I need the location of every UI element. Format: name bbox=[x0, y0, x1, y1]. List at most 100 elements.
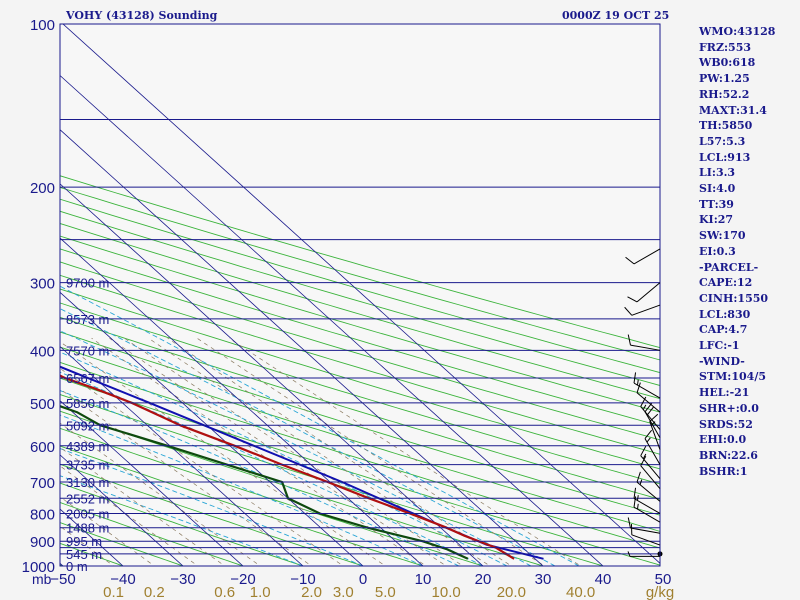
plot-area bbox=[60, 24, 660, 566]
isotherm bbox=[60, 74, 604, 566]
mixing-ratio-label: 3.0 bbox=[333, 584, 354, 600]
mixing-ratio-line bbox=[124, 337, 464, 566]
index-24: SHR+:0.0 bbox=[699, 401, 759, 415]
mixing-ratio-line bbox=[60, 367, 344, 566]
index-8: LCL:913 bbox=[699, 150, 751, 164]
pressure-label: 500 bbox=[30, 396, 55, 413]
isotherm bbox=[60, 345, 304, 566]
pressure-label: 200 bbox=[30, 180, 55, 197]
temperature-tick-label: 10 bbox=[415, 571, 432, 588]
mixing-ratio-line bbox=[109, 337, 447, 566]
dry-adiabat bbox=[60, 377, 660, 566]
height-label: 5850 m bbox=[66, 396, 109, 411]
mixing-ratio-line bbox=[60, 446, 226, 566]
mixing-ratio-label: 2.0 bbox=[301, 584, 322, 600]
index-3: PW:1.25 bbox=[699, 72, 750, 86]
height-label: 7570 m bbox=[66, 343, 109, 358]
pressure-label: 800 bbox=[30, 506, 55, 523]
dry-adiabat bbox=[60, 346, 660, 532]
mixing-ratio-line bbox=[167, 337, 512, 566]
mixing-ratio-label: 0.2 bbox=[144, 584, 165, 600]
index-18: LCL:830 bbox=[699, 307, 751, 321]
index-28: BSHR:1 bbox=[699, 464, 748, 478]
height-label: 2005 m bbox=[66, 506, 109, 521]
height-label: 5092 m bbox=[66, 418, 109, 433]
dry-adiabat bbox=[60, 235, 660, 413]
wind-barb bbox=[627, 551, 660, 557]
temperature-tick-label: −20 bbox=[230, 571, 255, 588]
isotherm bbox=[60, 400, 244, 566]
dry-adiabat bbox=[60, 463, 365, 566]
index-1: FRZ:553 bbox=[699, 40, 752, 54]
height-label: 8573 m bbox=[66, 312, 109, 327]
isotherm bbox=[60, 454, 184, 566]
dewpoint-trace bbox=[60, 405, 469, 560]
dry-adiabat bbox=[60, 427, 485, 566]
wind-barb bbox=[644, 429, 661, 465]
dry-adiabat bbox=[60, 302, 660, 485]
index-22: STM:104/5 bbox=[699, 370, 766, 384]
pressure-label: 400 bbox=[30, 343, 55, 360]
wind-barb bbox=[636, 471, 661, 502]
dry-adiabat bbox=[60, 274, 660, 455]
index-27: BRN:22.6 bbox=[699, 448, 758, 462]
dry-adiabat bbox=[60, 210, 660, 386]
mixing-ratio-label: 0.6 bbox=[214, 584, 235, 600]
dry-adiabat bbox=[60, 331, 660, 516]
mixing-ratio-label: 20.0 bbox=[497, 584, 526, 600]
pressure-label: 700 bbox=[30, 475, 55, 492]
index-25: SRDS:52 bbox=[699, 417, 753, 431]
height-label: 4389 m bbox=[66, 439, 109, 454]
mixing-ratio-line bbox=[91, 337, 427, 566]
dry-adiabat bbox=[60, 288, 660, 470]
wind-barb bbox=[625, 248, 661, 265]
mixing-ratio-label: 10.0 bbox=[432, 584, 461, 600]
temperature-tick-label: 0 bbox=[359, 571, 367, 588]
isotherm bbox=[0, 12, 16, 578]
wind-barb bbox=[630, 524, 661, 546]
pressure-label: 600 bbox=[30, 439, 55, 456]
pressure-unit-label: mb bbox=[32, 571, 52, 587]
pressure-label: 100 bbox=[30, 17, 55, 34]
index-14: EI:0.3 bbox=[699, 244, 736, 258]
temperature-trace bbox=[60, 374, 515, 560]
mixing-ratio-line bbox=[196, 337, 546, 566]
mixing-ratio-label: 40.0 bbox=[566, 584, 595, 600]
index-5: MAXT:31.4 bbox=[699, 103, 767, 117]
index-0: WMO:43128 bbox=[699, 25, 776, 38]
index-26: EHI:0.0 bbox=[699, 433, 747, 447]
pressure-label: 900 bbox=[30, 534, 55, 551]
dry-adiabat bbox=[60, 198, 660, 374]
index-19: CAP:4.7 bbox=[699, 323, 748, 337]
dry-adiabat bbox=[60, 394, 605, 566]
wind-barb bbox=[624, 304, 661, 316]
wind-barb bbox=[640, 455, 661, 489]
dry-adiabat bbox=[60, 361, 660, 549]
chart-datetime: 0000Z 19 OCT 25 bbox=[562, 9, 670, 22]
height-label: 6567 m bbox=[66, 371, 109, 386]
dry-adiabat bbox=[60, 223, 660, 400]
height-label: 0 m bbox=[66, 559, 88, 574]
mixing-ratio-label: 5.0 bbox=[375, 584, 396, 600]
temperature-tick-label: 30 bbox=[535, 571, 552, 588]
wind-barb bbox=[627, 517, 661, 534]
index-13: SW:170 bbox=[699, 229, 746, 243]
index-15: -PARCEL- bbox=[699, 260, 759, 274]
isotherm bbox=[60, 183, 484, 566]
dry-adiabat bbox=[60, 316, 660, 500]
temperature-tick-label: −50 bbox=[50, 571, 75, 588]
height-label: 1488 m bbox=[66, 521, 109, 536]
height-label: 3130 m bbox=[66, 475, 109, 490]
wind-barb bbox=[627, 334, 661, 351]
temperature-tick-label: −40 bbox=[110, 571, 135, 588]
height-label: 2552 m bbox=[66, 491, 109, 506]
temperature-tick-label: 50 bbox=[655, 571, 672, 588]
pressure-label: 300 bbox=[30, 276, 55, 293]
index-7: L57:5.3 bbox=[699, 134, 746, 148]
index-4: RH:52.2 bbox=[699, 87, 750, 101]
index-11: TT:39 bbox=[699, 197, 734, 211]
index-12: KI:27 bbox=[699, 213, 734, 227]
dry-adiabat bbox=[60, 522, 185, 566]
temperature-tick-label: 40 bbox=[595, 571, 612, 588]
